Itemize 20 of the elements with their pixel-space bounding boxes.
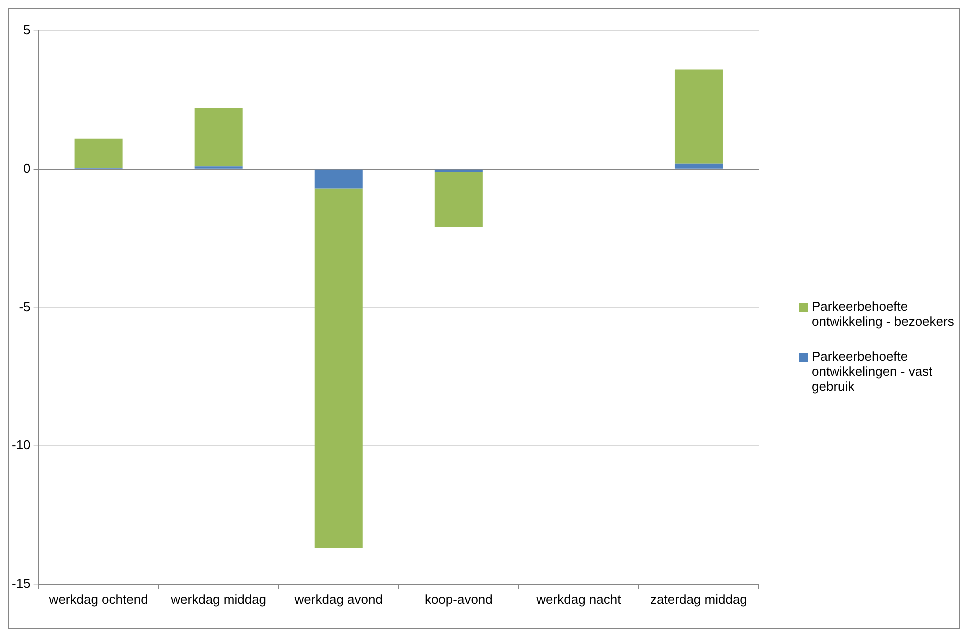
x-tick-label: zaterdag middag	[650, 592, 748, 607]
y-tick-label: -15	[12, 576, 31, 591]
bar	[674, 164, 723, 169]
y-tick-label: 5	[24, 22, 31, 38]
y-tick-label: -10	[12, 438, 31, 453]
x-tick-label: koop-avond	[424, 592, 493, 607]
bar	[434, 172, 483, 228]
bar	[74, 138, 123, 168]
legend-label: Parkeerbehoefte ontwikkeling - bezoekers	[812, 299, 956, 329]
x-tick-label: werkdag ochtend	[48, 592, 148, 607]
bar	[314, 188, 363, 548]
x-tick-label: werkdag nacht	[536, 592, 622, 607]
y-tick-label: 0	[24, 160, 31, 176]
bar	[314, 170, 363, 189]
x-tick-label: werkdag avond	[294, 592, 383, 607]
y-tick-label: -5	[19, 299, 31, 314]
legend-label: Parkeerbehoefte ontwikkelingen - vast gebruik	[812, 349, 934, 394]
x-tick-label: werkdag middag	[170, 592, 267, 607]
bar	[674, 70, 723, 164]
bar	[194, 108, 243, 167]
